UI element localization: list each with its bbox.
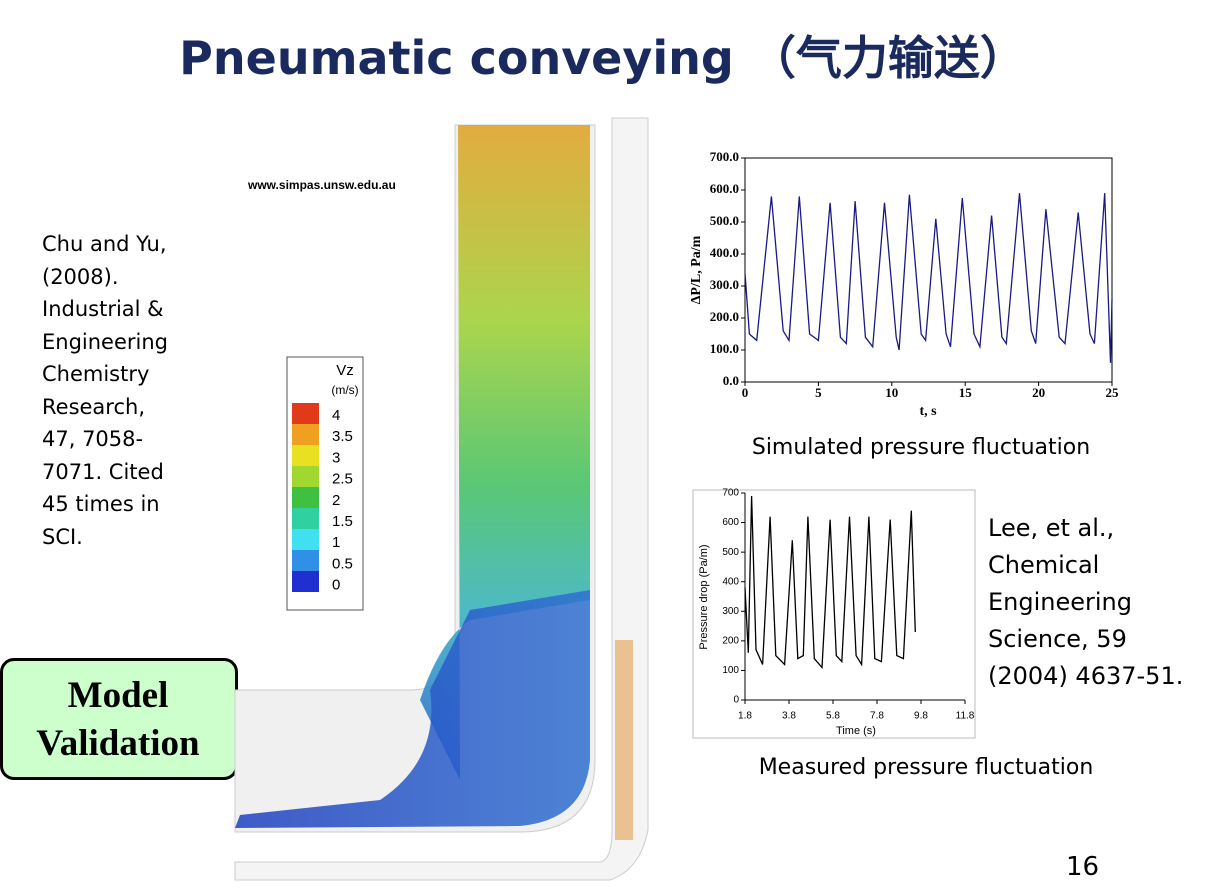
y-tick-label: 200 — [722, 635, 739, 646]
particles-outer — [615, 640, 633, 840]
x-tick-label: 5.8 — [826, 711, 840, 722]
colorbar-tick-label: 1 — [332, 534, 340, 551]
chart-caption: Simulated pressure fluctuation — [752, 435, 1090, 460]
swatch — [292, 487, 319, 508]
colorbar-tick-label: 0.5 — [332, 555, 353, 572]
x-tick-label: 7.8 — [870, 711, 884, 722]
data-line — [744, 193, 1113, 363]
swatch — [292, 571, 319, 592]
plot-frame — [744, 157, 1113, 383]
badge-line: Model — [67, 675, 169, 716]
particles-bend — [235, 590, 590, 828]
citation-line: (2004) 4637-51. — [988, 662, 1184, 690]
citation-line: Chemical — [988, 551, 1100, 579]
x-tick-label: 15 — [959, 385, 973, 400]
citation-line: 7071. Cited — [42, 459, 164, 484]
citation-line: (2008). — [42, 264, 119, 289]
y-tick-label: 600 — [722, 517, 739, 528]
left-citation: Chu and Yu, (2008). Industrial & Engineerin… — [42, 228, 168, 553]
x-axis-label: Time (s) — [836, 725, 876, 737]
citation-line: Science, 59 — [988, 625, 1127, 653]
pipe-outer — [234, 117, 649, 881]
y-tick-label: 600.0 — [710, 181, 739, 196]
colorbar-tick-label: 0 — [332, 577, 340, 594]
colorbar-tick-label: 3 — [332, 449, 340, 466]
citation-line: Industrial & — [42, 297, 164, 321]
watermark: www.simpas.unsw.edu.au — [247, 178, 396, 192]
y-tick-label: 0.0 — [723, 373, 739, 388]
swatch — [292, 424, 319, 445]
y-tick-label: 100 — [722, 665, 739, 676]
x-tick-label: 10 — [885, 385, 898, 400]
colorbar-tick-label: 4 — [332, 407, 340, 424]
x-tick-label: 5 — [815, 385, 822, 400]
slide-title: Pneumatic conveying （气力输送） — [179, 31, 1026, 85]
colorbar-tick-label: 2.5 — [332, 471, 353, 488]
y-tick-label: 200.0 — [710, 309, 739, 324]
y-tick-label: 300 — [722, 606, 739, 617]
citation-line: SCI. — [42, 524, 83, 549]
x-tick-label: 3.8 — [782, 711, 796, 722]
swatch — [292, 403, 319, 424]
y-tick-label: 700 — [722, 488, 739, 499]
y-tick-label: 400.0 — [710, 245, 739, 260]
x-tick-label: 11.8 — [956, 711, 975, 722]
y-tick-label: 300.0 — [710, 277, 739, 292]
y-axis-label: ΔP/L, Pa/m — [689, 235, 704, 304]
y-tick-label: 0 — [733, 695, 739, 706]
swatch — [292, 466, 319, 487]
citation-line: 45 times in — [42, 492, 160, 516]
y-tick-label: 500 — [722, 547, 739, 558]
particles-vertical — [420, 125, 590, 780]
citation-line: Engineering — [988, 588, 1132, 616]
right-citation: Lee, et al., Chemical Engineering Science, … — [988, 510, 1183, 695]
colorbar-tick-label: 2 — [332, 492, 340, 509]
y-tick-label: 500.0 — [710, 213, 739, 228]
swatch — [292, 529, 319, 550]
badge-line: Validation — [36, 723, 200, 764]
y-axis-label: Pressure drop (Pa/m) — [698, 544, 710, 649]
citation-line: Engineering — [42, 329, 168, 354]
data-line — [744, 495, 916, 670]
y-tick-label: 100.0 — [710, 341, 739, 356]
x-tick-label: 20 — [1032, 385, 1045, 400]
x-tick-label: 9.8 — [914, 711, 928, 722]
x-tick-label: 25 — [1106, 385, 1120, 400]
chart-caption: Measured pressure fluctuation — [759, 755, 1094, 780]
y-tick-label: 400 — [722, 576, 739, 587]
colorbar-tick-label: 1.5 — [332, 513, 353, 530]
x-tick-label: 1.8 — [738, 711, 752, 722]
x-tick-label: 0 — [742, 385, 749, 400]
citation-line: Lee, et al., — [988, 514, 1115, 542]
colorbar-tick-label: 3.5 — [332, 428, 353, 445]
swatch — [292, 550, 319, 571]
badge-text: Model Validation — [0, 672, 236, 768]
colorbar-swatches — [292, 403, 319, 592]
x-axis-label: t, s — [919, 404, 937, 419]
page-number: 16 — [1066, 852, 1100, 882]
swatch — [292, 445, 319, 466]
citation-line: Chemistry — [42, 362, 150, 386]
colorbar-unit: (m/s) — [331, 383, 358, 397]
citation-line: 47, 7058- — [42, 427, 144, 451]
colorbar-title: Vz — [336, 362, 354, 379]
badge-box — [0, 658, 238, 780]
citation-line: Research, — [42, 394, 146, 419]
swatch — [292, 508, 319, 529]
citation-line: Chu and Yu, — [42, 232, 167, 256]
y-tick-label: 700.0 — [710, 149, 739, 164]
